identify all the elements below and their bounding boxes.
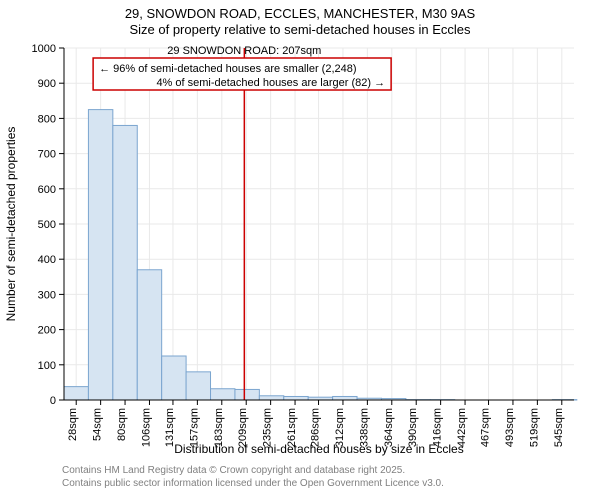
y-tick-label: 400 xyxy=(38,254,56,266)
title-block: 29, SNOWDON ROAD, ECCLES, MANCHESTER, M3… xyxy=(0,0,600,39)
y-tick-label: 300 xyxy=(38,289,56,301)
y-tick-label: 600 xyxy=(38,184,56,196)
y-tick-label: 900 xyxy=(38,78,56,90)
footnote: Contains HM Land Registry data © Crown c… xyxy=(62,464,444,490)
histogram-bar xyxy=(64,387,88,400)
title-address: 29, SNOWDON ROAD, ECCLES, MANCHESTER, M3… xyxy=(0,6,600,22)
annotation-line2: 4% of semi-detached houses are larger (8… xyxy=(156,77,385,89)
annotation-line1: ← 96% of semi-detached houses are smalle… xyxy=(99,63,356,75)
histogram-bar xyxy=(186,372,210,400)
histogram-bar xyxy=(113,125,137,400)
footnote-line1: Contains HM Land Registry data © Crown c… xyxy=(62,464,444,477)
histogram-bar xyxy=(137,270,161,400)
y-tick-label: 700 xyxy=(38,149,56,161)
y-tick-label: 200 xyxy=(38,325,56,337)
histogram-bar xyxy=(211,389,235,400)
y-tick-label: 1000 xyxy=(32,43,56,55)
x-tick-label: 80sqm xyxy=(116,408,128,441)
y-tick-label: 800 xyxy=(38,113,56,125)
histogram-bar xyxy=(284,396,308,400)
y-tick-label: 0 xyxy=(50,395,56,407)
chart-container: 29, SNOWDON ROAD, ECCLES, MANCHESTER, M3… xyxy=(0,0,600,500)
histogram-bar xyxy=(235,389,259,400)
chart-plot-area: 0100200300400500600700800900100028sqm54s… xyxy=(64,48,574,400)
title-subtitle: Size of property relative to semi-detach… xyxy=(0,22,600,38)
footnote-line2: Contains public sector information licen… xyxy=(62,477,444,490)
y-tick-label: 500 xyxy=(38,219,56,231)
y-tick-label: 100 xyxy=(38,360,56,372)
histogram-bar xyxy=(259,396,283,400)
x-tick-label: 54sqm xyxy=(92,408,104,441)
x-tick-label: 28sqm xyxy=(67,408,79,441)
x-axis-label: Distribution of semi-detached houses by … xyxy=(64,442,574,456)
annotation-title: 29 SNOWDON ROAD: 207sqm xyxy=(167,45,321,57)
histogram-svg: 0100200300400500600700800900100028sqm54s… xyxy=(64,48,574,400)
histogram-bar xyxy=(333,396,357,400)
histogram-bar xyxy=(88,110,112,400)
histogram-bar xyxy=(162,356,186,400)
y-axis-label: Number of semi-detached properties xyxy=(4,48,24,400)
